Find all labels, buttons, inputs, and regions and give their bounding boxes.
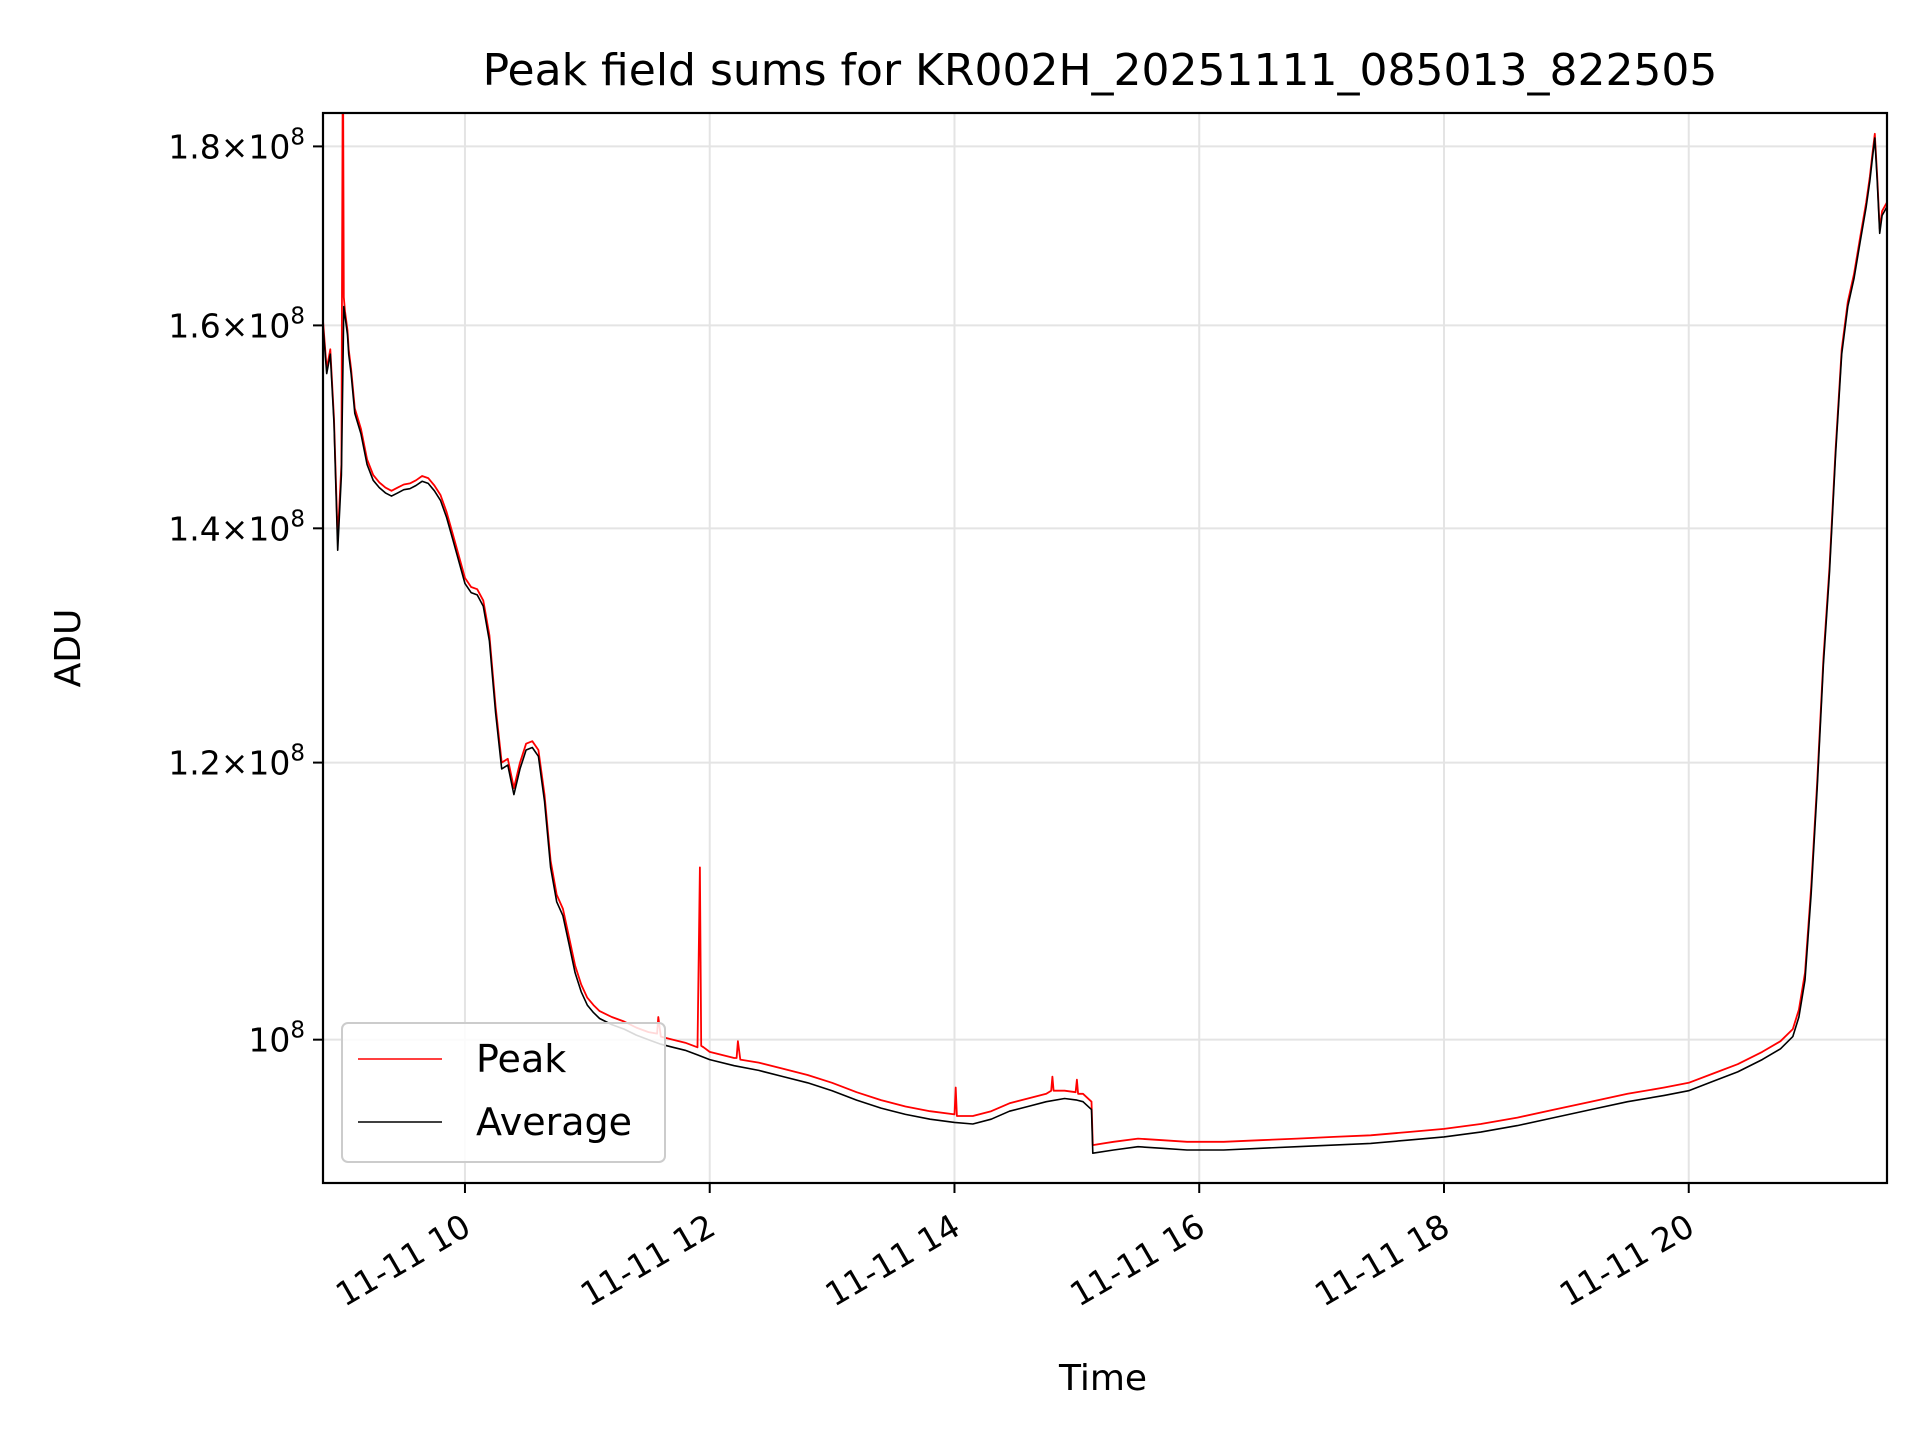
y-tick-label: 108: [248, 1018, 305, 1060]
y-tick-label: 1.6×108: [168, 303, 305, 345]
series-layer: [323, 113, 1887, 1154]
y-tick-label: 1.8×108: [168, 124, 305, 166]
y-tick-label: 1.4×108: [168, 506, 305, 548]
y-tick-label: 1.2×108: [168, 741, 305, 783]
series-line-average: [323, 137, 1887, 1154]
x-axis-label: Time: [1058, 1358, 1147, 1399]
chart-title: Peak field sums for KR002H_20251111_0850…: [483, 45, 1718, 96]
legend: Peak Average: [341, 1022, 666, 1163]
series-line-peak: [323, 113, 1887, 1146]
legend-label-peak: Peak: [476, 1037, 566, 1081]
legend-label-average: Average: [476, 1100, 632, 1144]
legend-box: [341, 1022, 666, 1163]
y-axis-label: ADU: [48, 609, 89, 688]
y-axis: 108 1.2×108 1.4×108 1.6×108 1.8×108: [168, 124, 323, 1060]
plot-frame: [321, 111, 1889, 1185]
